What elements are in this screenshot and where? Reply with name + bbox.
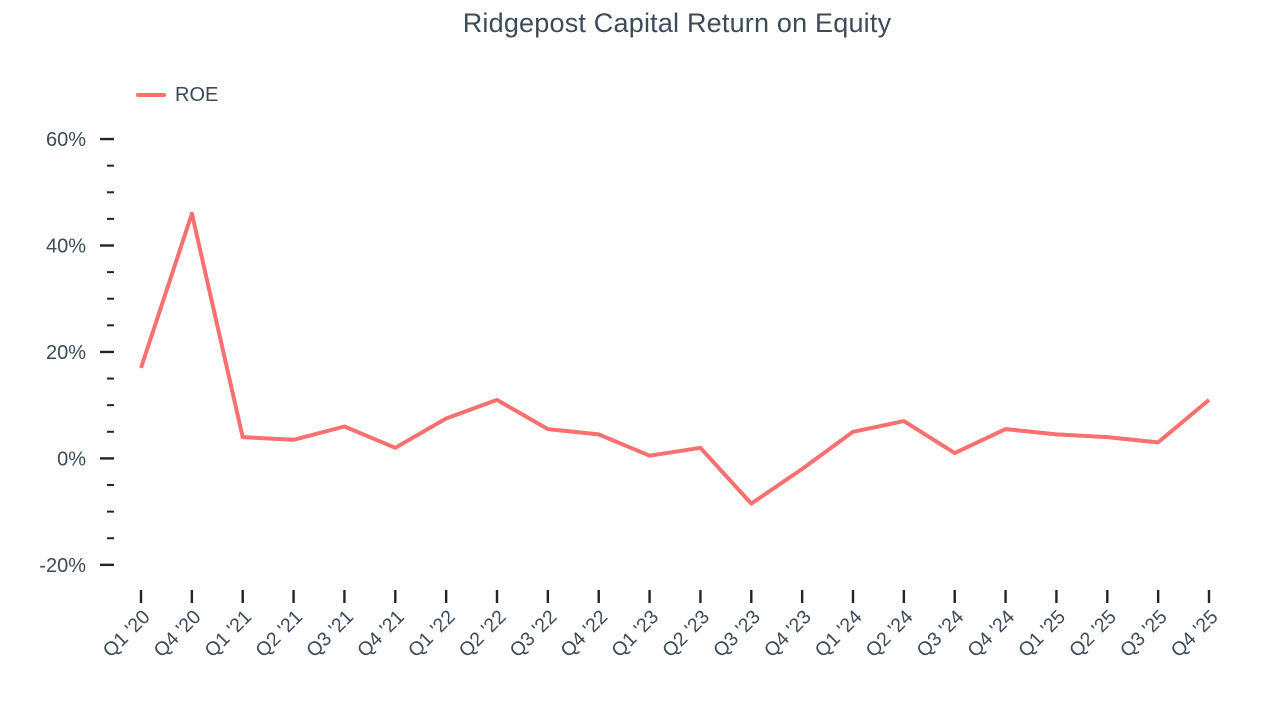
series-line-roe <box>139 211 1211 506</box>
y-axis-label: 60% <box>46 129 86 151</box>
x-axis-label: Q1 '23 <box>607 606 663 662</box>
x-axis-label: Q2 '21 <box>251 606 307 662</box>
x-axis-label: Q3 '22 <box>506 606 562 662</box>
x-axis-label: Q4 '24 <box>963 606 1019 662</box>
x-axis-label: Q1 '21 <box>200 606 256 662</box>
chart-title: Ridgepost Capital Return on Equity <box>462 8 892 38</box>
x-axis-label: Q3 '21 <box>302 606 358 662</box>
x-axis-label: Q3 '23 <box>709 606 765 662</box>
x-axis-label: Q2 '22 <box>455 606 511 662</box>
x-axis-label: Q1 '22 <box>404 606 460 662</box>
x-axis-label: Q3 '25 <box>1116 606 1172 662</box>
x-axis-label: Q2 '24 <box>862 606 918 662</box>
x-axis-label: Q4 '25 <box>1167 606 1223 662</box>
x-axis-label: Q1 '20 <box>99 606 155 662</box>
legend-label: ROE <box>175 84 219 106</box>
y-axis-label: -20% <box>39 555 86 577</box>
x-axis-label: Q4 '22 <box>556 606 612 662</box>
x-axis-label: Q4 '20 <box>150 606 206 662</box>
x-axis-label: Q4 '21 <box>353 606 409 662</box>
legend-line-swatch <box>136 92 166 98</box>
x-axis-label: Q2 '25 <box>1065 606 1121 662</box>
y-axis-label: 0% <box>57 448 86 470</box>
y-axis-label: 40% <box>46 236 86 258</box>
x-axis-label: Q3 '24 <box>912 606 968 662</box>
x-axis-label: Q2 '23 <box>658 606 714 662</box>
legend[interactable]: ROE <box>136 85 218 105</box>
y-axis-label: 20% <box>46 342 86 364</box>
x-axis-label: Q1 '24 <box>811 606 867 662</box>
x-axis-label: Q4 '23 <box>760 606 816 662</box>
x-axis-label: Q1 '25 <box>1014 606 1070 662</box>
